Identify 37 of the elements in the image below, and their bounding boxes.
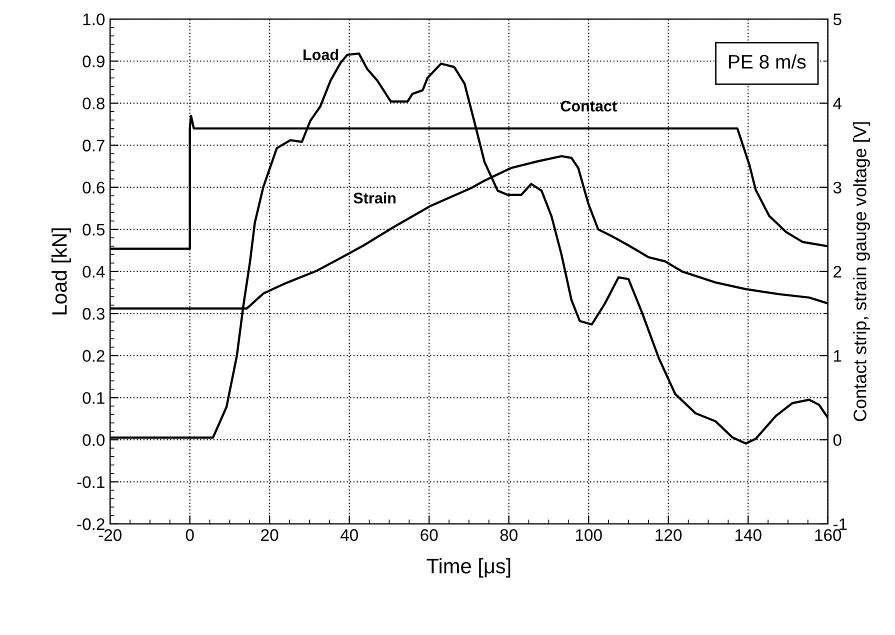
x-tick-label: 120 xyxy=(656,529,682,541)
series-label: Load xyxy=(304,48,338,60)
y2-tick-label: 5 xyxy=(833,14,842,26)
y-tick-label: 0.0 xyxy=(82,434,105,446)
y2-tick-label: 2 xyxy=(834,266,842,278)
series-label: Contact xyxy=(560,100,617,112)
x-tick-label: 60 xyxy=(420,529,438,541)
y-tick-label: 0.3 xyxy=(82,308,104,320)
y-tick-label: 0.8 xyxy=(82,98,104,110)
y2-tick-label: 3 xyxy=(833,182,842,194)
x-axis-title: Time [μs] xyxy=(426,558,510,578)
y-tick-label: 0.2 xyxy=(82,350,104,362)
y-tick-label: 0.7 xyxy=(82,140,104,152)
y-axis-title: Load [kN] xyxy=(52,228,71,314)
x-tick-label: 80 xyxy=(500,529,518,541)
x-tick-label: 160 xyxy=(815,529,842,541)
x-tick-label: 0 xyxy=(186,529,194,541)
y-tick-label: 1.0 xyxy=(83,13,105,26)
y-tick-label: 0.9 xyxy=(82,56,104,68)
x-tick-label: 100 xyxy=(576,529,602,541)
y-tick-label: 0.1 xyxy=(82,392,104,404)
y2-tick-label: 4 xyxy=(833,98,842,110)
y-tick-label: 0.6 xyxy=(82,182,104,194)
y2-tick-label: 0 xyxy=(833,434,842,446)
y-tick-label: 0.5 xyxy=(82,224,105,236)
y2-tick-label: 1 xyxy=(834,350,842,362)
annotation: PE 8 m/s xyxy=(729,54,806,69)
y2-tick-label: -1 xyxy=(833,518,847,530)
y-tick-label: -0.1 xyxy=(77,476,104,488)
x-tick-label: 140 xyxy=(735,529,762,541)
x-tick-label: -20 xyxy=(98,529,122,541)
y2-axis-title: Contact strip, strain gauge voltage [V] xyxy=(853,122,870,422)
y-tick-label: -0.2 xyxy=(77,518,104,530)
y-tick-label: 0.4 xyxy=(82,266,105,278)
series-label: Strain xyxy=(354,192,396,204)
x-tick-label: 40 xyxy=(340,529,358,541)
x-tick-label: 20 xyxy=(261,529,278,541)
